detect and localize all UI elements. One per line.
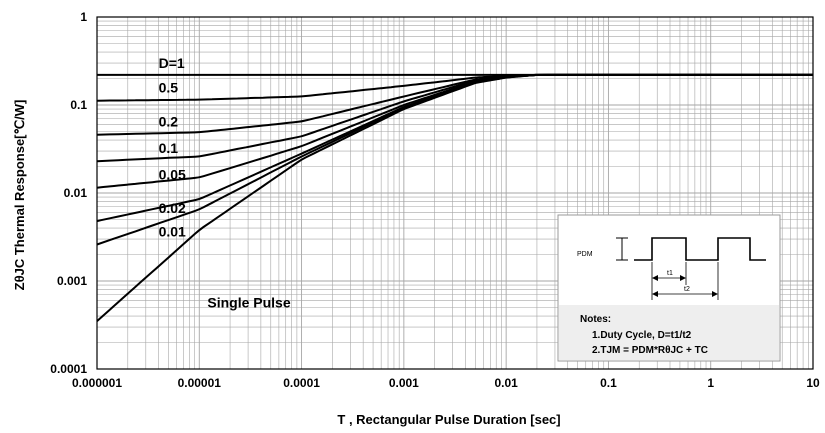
curve-label: 0.5 [159,80,179,96]
y-tick-label: 0.001 [57,274,87,288]
t2-label: t2 [684,286,690,293]
curves [96,73,813,322]
x-tick-label: 0.00001 [178,376,222,390]
note-duty-cycle: 1.Duty Cycle, D=t1/t2 [592,330,692,341]
curve-labels: D=1 0.5 0.2 0.1 0.05 0.02 0.01 Single Pulse [159,55,291,311]
y-tick-label: 0.1 [70,98,87,112]
x-axis-title: T , Rectangular Pulse Duration [sec] [337,412,560,427]
note-junction-temp: 2.TJM = PDM*RθJC + TC [592,345,708,356]
curve-7 [96,73,813,322]
curve-label: 0.01 [159,223,186,239]
y-tick-labels: 1 0.1 0.01 0.001 0.0001 [50,10,87,376]
plot-frame [96,16,814,370]
x-tick-label: 0.000001 [72,376,122,390]
x-tick-label: 10 [806,376,820,390]
curve-label-single-pulse: Single Pulse [207,294,290,310]
curve-label: 0.05 [159,167,186,183]
pdm-arrow [616,237,628,261]
x-tick-label: 0.1 [600,376,617,390]
inset-notes-bg [559,305,779,360]
y-tick-label: 1 [80,10,87,24]
x-tick-label: 1 [707,376,714,390]
notes-title: Notes: [580,314,611,325]
pdm-label: PDM [577,251,593,258]
x-tick-label: 0.001 [389,376,419,390]
curve-label: 0.1 [159,140,179,156]
t1-label: t1 [667,270,673,277]
pulse-markers [651,262,719,300]
y-axis-title: ZθJC Thermal Response[℃/W] [12,100,27,291]
y-tick-label: 0.0001 [50,362,87,376]
x-tick-label: 0.0001 [283,376,320,390]
curve-label: 0.2 [159,114,179,130]
x-tick-labels: 0.000001 0.00001 0.0001 0.001 0.01 0.1 1 10 [72,376,820,390]
curve-label: D=1 [159,55,185,71]
y-tick-label: 0.01 [64,186,88,200]
x-tick-label: 0.01 [494,376,518,390]
pulse-waveform [634,237,766,261]
pulse-inset: PDM t1 t2 Notes: 1.Duty Cycle, D=t1/t2 2… [557,214,781,362]
curve-label: 0.02 [159,200,186,216]
